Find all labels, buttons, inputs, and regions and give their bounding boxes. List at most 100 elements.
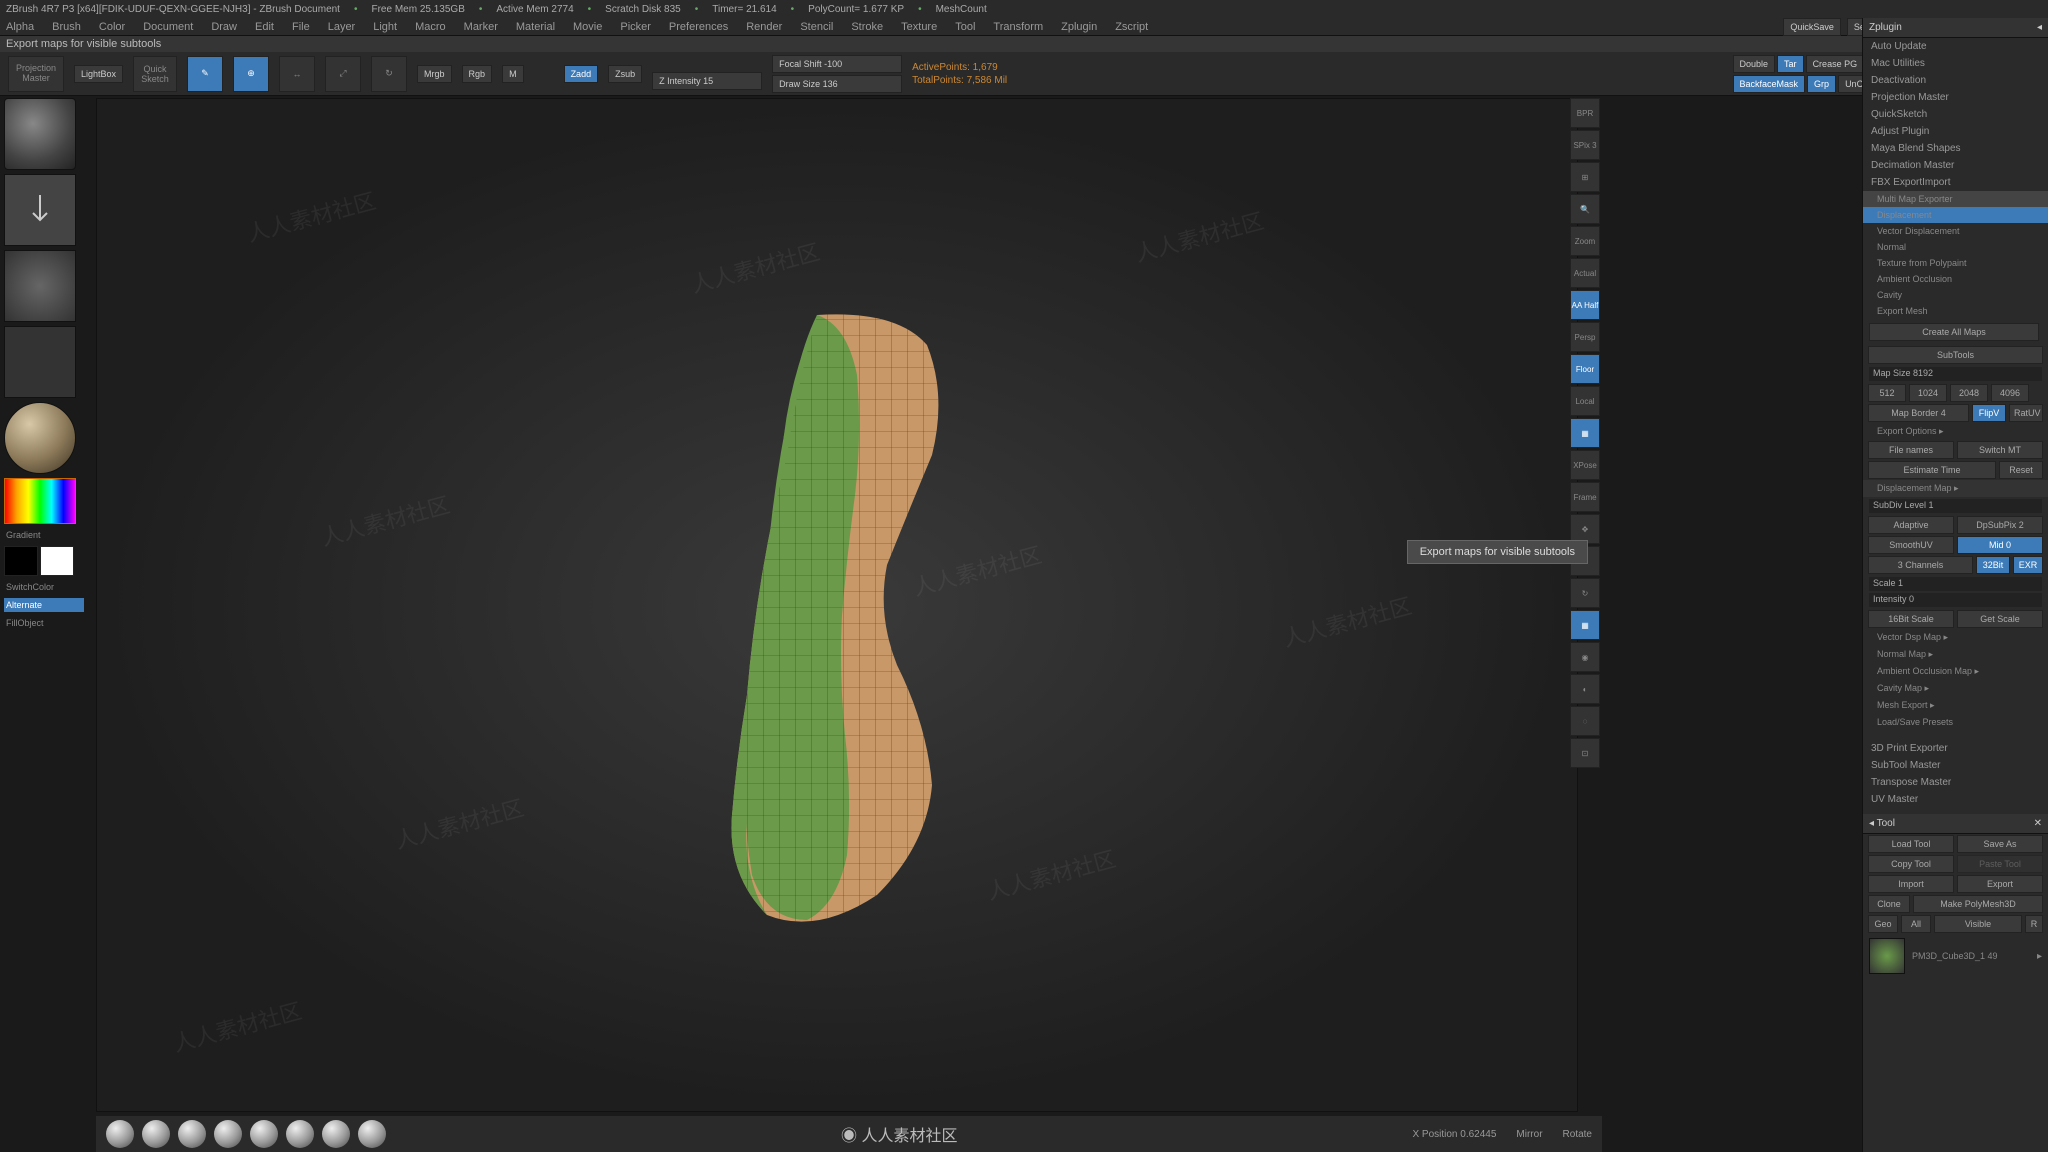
export-button[interactable]: Export: [1957, 875, 2043, 893]
scroll-icon[interactable]: ⊞: [1570, 162, 1600, 192]
export-vectordisp[interactable]: Vector Displacement: [1863, 223, 2048, 239]
plugin-fbx[interactable]: FBX ExportImport: [1863, 174, 2048, 191]
plugin-quicksketch[interactable]: QuickSketch: [1863, 106, 2048, 123]
subtools-button[interactable]: SubTools: [1868, 346, 2043, 364]
menu-item[interactable]: File: [292, 21, 310, 33]
normalmap-header[interactable]: Normal Map ▸: [1863, 646, 2048, 663]
r-button[interactable]: R: [2025, 915, 2043, 933]
plugin-adjust[interactable]: Adjust Plugin: [1863, 123, 2048, 140]
size-512[interactable]: 512: [1868, 384, 1906, 402]
projection-master-button[interactable]: Projection Master: [8, 56, 64, 92]
menu-item[interactable]: Zscript: [1115, 21, 1148, 33]
size-2048[interactable]: 2048: [1950, 384, 1988, 402]
rgb-button[interactable]: Rgb: [462, 65, 493, 83]
adaptive-button[interactable]: Adaptive: [1868, 516, 1954, 534]
export-texture[interactable]: Texture from Polypaint: [1863, 255, 2048, 271]
mrgb-button[interactable]: Mrgb: [417, 65, 452, 83]
menu-item[interactable]: Layer: [328, 21, 356, 33]
size-1024[interactable]: 1024: [1909, 384, 1947, 402]
geo-button[interactable]: Geo: [1868, 915, 1898, 933]
menu-item[interactable]: Draw: [211, 21, 237, 33]
quicksave-button[interactable]: QuickSave: [1783, 18, 1841, 36]
menu-item[interactable]: Render: [746, 21, 782, 33]
zoom-icon[interactable]: 🔍: [1570, 194, 1600, 224]
scale-view-icon[interactable]: ⤡: [1570, 546, 1600, 576]
color-swatch-black[interactable]: [4, 546, 38, 576]
alternate-button[interactable]: Alternate: [4, 598, 84, 612]
flipv-button[interactable]: FlipV: [1972, 404, 2006, 422]
clone-button[interactable]: Clone: [1868, 895, 1910, 913]
zsub-button[interactable]: Zsub: [608, 65, 642, 83]
actual-button[interactable]: Zoom: [1570, 226, 1600, 256]
shelf-tool-1[interactable]: [106, 1120, 134, 1148]
shelf-tool-6[interactable]: [286, 1120, 314, 1148]
draw-button[interactable]: ⊕: [233, 56, 269, 92]
ratuv-button[interactable]: RatUV: [2009, 404, 2043, 422]
color-picker[interactable]: [4, 478, 76, 524]
drawsize-slider[interactable]: Draw Size 136: [772, 75, 902, 93]
size-4096[interactable]: 4096: [1991, 384, 2029, 402]
menu-item[interactable]: Zplugin: [1061, 21, 1097, 33]
plugin-mayablend[interactable]: Maya Blend Shapes: [1863, 140, 2048, 157]
polyframe-button[interactable]: ▦: [1570, 418, 1600, 448]
cavitymap-header[interactable]: Cavity Map ▸: [1863, 680, 2048, 697]
mid-slider[interactable]: Mid 0: [1957, 536, 2043, 554]
subdiv-slider[interactable]: SubDiv Level 1: [1869, 499, 2042, 513]
tar-button[interactable]: Tar: [1777, 55, 1804, 73]
grid-icon[interactable]: ▦: [1570, 610, 1600, 640]
menu-item[interactable]: Tool: [955, 21, 975, 33]
double-button[interactable]: Double: [1733, 55, 1776, 73]
gradient-label[interactable]: Gradient: [4, 528, 84, 542]
menu-item[interactable]: Marker: [464, 21, 498, 33]
persp-button[interactable]: AA Half: [1570, 290, 1600, 320]
export-cavity[interactable]: Cavity: [1863, 287, 2048, 303]
plugin-projmaster[interactable]: Projection Master: [1863, 89, 2048, 106]
viewport[interactable]: 人人素材社区 人人素材社区 人人素材社区 人人素材社区 人人素材社区 人人素材社…: [96, 98, 1578, 1112]
visible-button[interactable]: Visible: [1934, 915, 2022, 933]
16bitscale-button[interactable]: 16Bit Scale: [1868, 610, 1954, 628]
material-preview[interactable]: [4, 402, 76, 474]
menu-item[interactable]: Brush: [52, 21, 81, 33]
move-button[interactable]: ↔: [279, 56, 315, 92]
smoothuv-button[interactable]: SmoothUV: [1868, 536, 1954, 554]
texture-preview[interactable]: [4, 326, 76, 398]
reset-button[interactable]: Reset: [1999, 461, 2043, 479]
shelf-tool-4[interactable]: [214, 1120, 242, 1148]
backfacemask-button[interactable]: BackfaceMask: [1733, 75, 1806, 93]
shelf-tool-7[interactable]: [322, 1120, 350, 1148]
aomap-header[interactable]: Ambient Occlusion Map ▸: [1863, 663, 2048, 680]
menu-item[interactable]: Transform: [993, 21, 1043, 33]
scale-slider[interactable]: Scale 1: [1869, 577, 2042, 591]
menu-item[interactable]: Texture: [901, 21, 937, 33]
color-swatch-white[interactable]: [40, 546, 74, 576]
loadtool-button[interactable]: Load Tool: [1868, 835, 1954, 853]
m-button[interactable]: M: [502, 65, 524, 83]
solo-icon[interactable]: ◉: [1570, 642, 1600, 672]
getscale-button[interactable]: Get Scale: [1957, 610, 2043, 628]
menu-item[interactable]: Alpha: [6, 21, 34, 33]
menu-item[interactable]: Light: [373, 21, 397, 33]
menu-item[interactable]: Document: [143, 21, 193, 33]
shelf-tool-2[interactable]: [142, 1120, 170, 1148]
plugin-decimation[interactable]: Decimation Master: [1863, 157, 2048, 174]
floor-button[interactable]: Persp: [1570, 322, 1600, 352]
quicksketch-button[interactable]: Quick Sketch: [133, 56, 177, 92]
plugin-subtoolmaster[interactable]: SubTool Master: [1863, 757, 2048, 774]
ghost-icon[interactable]: ◌: [1570, 706, 1600, 736]
copytool-button[interactable]: Copy Tool: [1868, 855, 1954, 873]
switchcolor-button[interactable]: SwitchColor: [4, 580, 84, 594]
makepolymesh-button[interactable]: Make PolyMesh3D: [1913, 895, 2043, 913]
alpha-preview[interactable]: [4, 250, 76, 322]
shelf-tool-8[interactable]: [358, 1120, 386, 1148]
loadsave-button[interactable]: Load/Save Presets: [1863, 714, 2048, 730]
move-view-icon[interactable]: ✥: [1570, 514, 1600, 544]
estimate-button[interactable]: Estimate Time: [1868, 461, 1996, 479]
plugin-autoupdate[interactable]: Auto Update: [1863, 38, 2048, 55]
all-button[interactable]: All: [1901, 915, 1931, 933]
menu-item[interactable]: Material: [516, 21, 555, 33]
menu-item[interactable]: Movie: [573, 21, 602, 33]
zplugin-header[interactable]: Zplugin◂: [1863, 18, 2048, 38]
mesh-object[interactable]: [587, 255, 1087, 955]
aahalf-button[interactable]: Actual: [1570, 258, 1600, 288]
local-button[interactable]: Floor: [1570, 354, 1600, 384]
